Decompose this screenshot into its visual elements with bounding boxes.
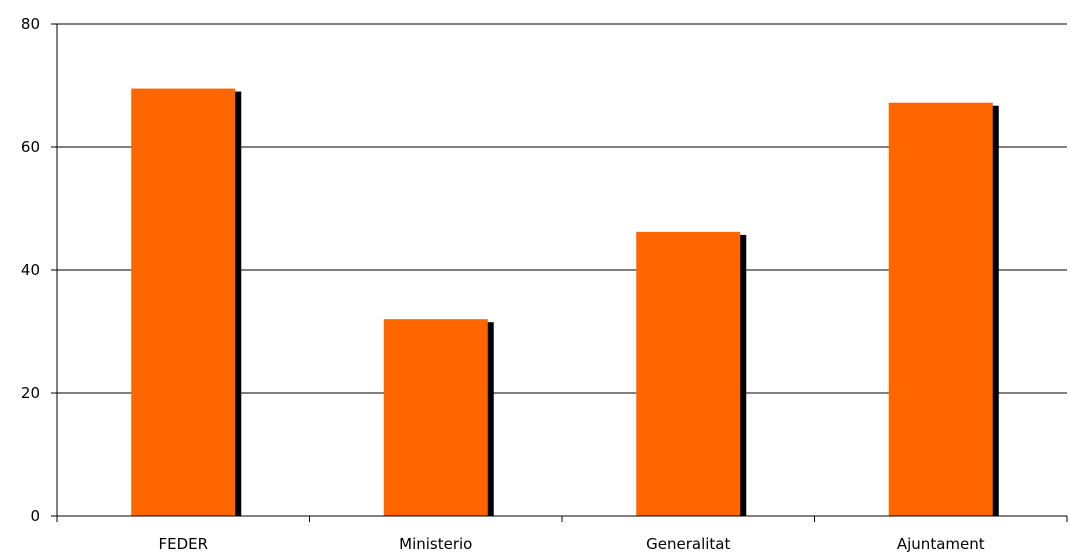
bar-ajuntament (888, 102, 993, 516)
x-axis-tick-labels: FEDER Ministerio Generalitat Ajuntament (158, 535, 984, 553)
x-tick-label: Generalitat (646, 535, 730, 553)
bar-feder (131, 88, 236, 516)
x-tick-label: Ministerio (399, 535, 472, 553)
y-tick-label: 60 (21, 138, 40, 156)
x-tick-label: Ajuntament (897, 535, 985, 553)
bar-ministerio (383, 319, 488, 516)
x-axis-ticks (56, 516, 1068, 522)
y-tick-label: 40 (21, 261, 40, 279)
y-axis-tick-labels: 0 20 40 60 80 (21, 15, 40, 525)
bars (131, 88, 999, 516)
y-tick-label: 80 (21, 15, 40, 33)
bar-generalitat (636, 231, 741, 516)
y-tick-label: 20 (21, 384, 40, 402)
x-tick-label: FEDER (158, 535, 208, 553)
y-tick-label: 0 (30, 507, 40, 525)
